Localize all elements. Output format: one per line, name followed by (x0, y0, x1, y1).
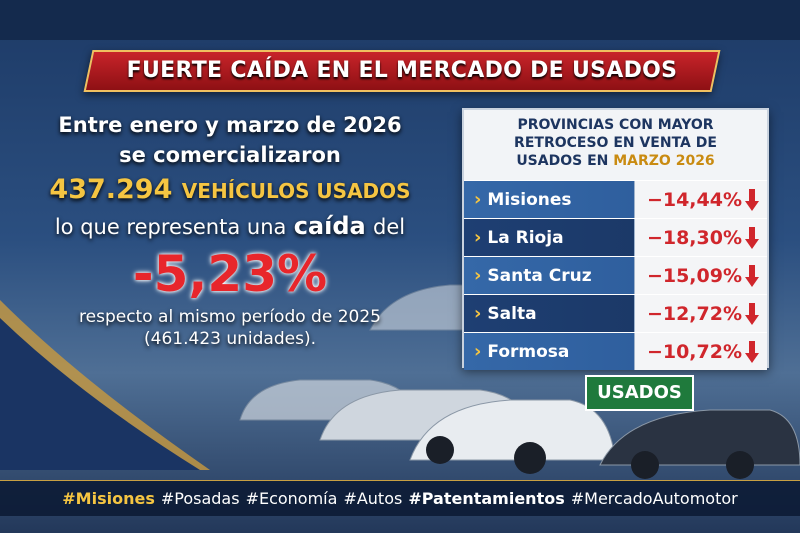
change-cell: −14,44% (635, 181, 767, 218)
header-line: RETROCESO EN VENTA DE (514, 135, 717, 151)
down-arrow (745, 226, 759, 249)
summary-line: respecto al mismo período de 2025 (79, 307, 381, 327)
wheels (426, 436, 754, 479)
blue-swoosh (0, 318, 200, 470)
table-header: PROVINCIAS CON MAYOR RETROCESO EN VENTA D… (464, 110, 767, 180)
table-row: Santa Cruz −15,09% (464, 256, 767, 294)
hashtag: #Economía (245, 489, 338, 508)
province-table: PROVINCIAS CON MAYOR RETROCESO EN VENTA D… (462, 108, 769, 370)
header-text: USADOS EN (516, 153, 609, 169)
hashtag: #Misiones (62, 489, 155, 508)
down-arrow (745, 264, 759, 287)
hashtag-bar: #Misiones #Posadas #Economía #Autos #Patenta… (0, 480, 800, 516)
summary-line: se comercializaron (119, 143, 341, 167)
amount: 437.294 (49, 174, 173, 205)
header-line: USADOS EN MARZO 2026 (464, 152, 767, 170)
summary-line: Entre enero y marzo de 2026 (58, 113, 402, 137)
sky (0, 0, 800, 40)
province: Salta (464, 295, 635, 332)
summary-line: (461.423 unidades). (144, 329, 316, 349)
emphasis: caída (293, 212, 366, 240)
change-cell: −10,72% (635, 333, 767, 370)
down-arrow (745, 302, 759, 325)
change-cell: −18,30% (635, 219, 767, 256)
cars (239, 284, 800, 466)
title: FUERTE CAÍDA EN EL MERCADO DE USADOS (126, 58, 678, 83)
table-row: Salta −12,72% (464, 294, 767, 332)
table-row: La Rioja −18,30% (464, 218, 767, 256)
header-line: PROVINCIAS CON MAYOR (517, 117, 714, 133)
change-value: −10,72% (646, 340, 742, 363)
summary-line: lo que representa una caída del (20, 211, 440, 242)
change-cell: −12,72% (635, 295, 767, 332)
sign: USADOS (585, 375, 694, 411)
text: lo que representa una (54, 215, 287, 239)
down-arrow (745, 188, 759, 211)
text: del (373, 215, 406, 239)
province: La Rioja (464, 219, 635, 256)
change-value: −15,09% (646, 264, 742, 287)
table-row: Misiones −14,44% (464, 180, 767, 218)
hashtag: #Autos (343, 489, 403, 508)
change-cell: −15,09% (635, 257, 767, 294)
province: Misiones (464, 181, 635, 218)
hashtag: #MercadoAutomotor (570, 489, 738, 508)
change-value: −12,72% (646, 302, 742, 325)
summary: Entre enero y marzo de 2026 se comercial… (20, 110, 440, 350)
amount-label: VEHÍCULOS USADOS (181, 179, 411, 203)
amount-line: 437.294 VEHÍCULOS USADOS (20, 170, 440, 211)
change-value: −18,30% (646, 226, 742, 249)
table-body: Misiones −14,44% La Rioja −18,30% Santa Cruz… (464, 180, 767, 370)
change-value: −14,44% (646, 188, 742, 211)
header-highlight: MARZO 2026 (613, 153, 715, 169)
change: -5,23% (132, 245, 328, 303)
table-row: Formosa −10,72% (464, 332, 767, 370)
down-arrow (745, 340, 759, 363)
hashtag: #Posadas (160, 489, 240, 508)
province: Santa Cruz (464, 257, 635, 294)
province: Formosa (464, 333, 635, 370)
hashtag: #Patentamientos (408, 489, 565, 508)
